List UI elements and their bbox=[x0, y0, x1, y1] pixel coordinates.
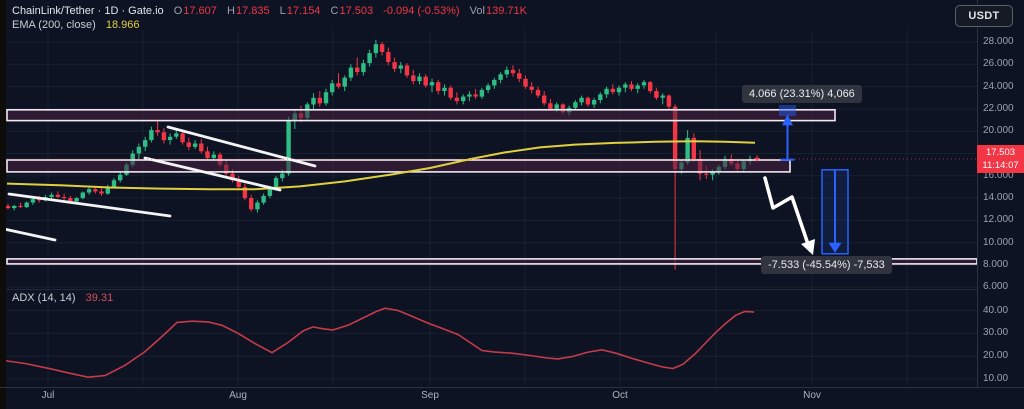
ema-indicator-label: EMA (200, close) bbox=[12, 19, 96, 31]
adx-indicator-value: 39.31 bbox=[85, 292, 114, 304]
change-value: -0.094 (-0.53%) bbox=[383, 5, 460, 17]
ema-legend[interactable]: EMA (200, close) 18.966 bbox=[12, 19, 139, 31]
open-value: 17.607 bbox=[183, 5, 217, 17]
price-axis-label: 14.000 bbox=[983, 192, 1014, 203]
adx-axis-label: 40.00 bbox=[983, 305, 1009, 316]
price-axis-label: 10.000 bbox=[983, 237, 1014, 248]
adx-axis-label: 30.00 bbox=[983, 327, 1009, 338]
close-value: 17.503 bbox=[339, 5, 374, 17]
low-value: 17.154 bbox=[286, 5, 321, 17]
volume-value: 139.71K bbox=[485, 5, 527, 17]
left-edge-strip bbox=[0, 0, 6, 409]
time-axis-label: Jul bbox=[41, 390, 55, 401]
time-axis-label: Oct bbox=[612, 390, 628, 401]
price-axis-label: 24.000 bbox=[983, 81, 1014, 92]
price-axis-separator bbox=[977, 0, 978, 387]
symbol-title[interactable]: ChainLink/Tether · 1D · Gate.io bbox=[12, 5, 164, 17]
price-axis-label: 6.000 bbox=[983, 281, 1009, 292]
adx-axis-label: 10.00 bbox=[983, 373, 1009, 384]
down-measure-label[interactable]: -7.533 (-45.54%) -7,533 bbox=[761, 256, 892, 274]
low-label: L bbox=[279, 5, 286, 17]
adx-indicator-label: ADX (14, 14) bbox=[12, 292, 76, 304]
pane-separator[interactable] bbox=[6, 289, 977, 290]
ema-indicator-value: 18.966 bbox=[105, 19, 140, 31]
price-axis-label: 22.000 bbox=[983, 103, 1014, 114]
price-axis-label: 8.000 bbox=[983, 259, 1009, 270]
time-axis-label: Nov bbox=[803, 390, 821, 401]
open-label: O bbox=[173, 5, 183, 17]
price-axis-label: 28.000 bbox=[983, 36, 1014, 47]
price-axis-label: 20.000 bbox=[983, 125, 1014, 136]
bar-countdown: 11:14:07 bbox=[982, 160, 1019, 171]
close-label: C bbox=[330, 5, 339, 17]
up-measure-label[interactable]: 4.066 (23.31%) 4,066 bbox=[742, 85, 862, 103]
time-axis-label: Aug bbox=[229, 390, 247, 401]
adx-axis-label: 20.00 bbox=[983, 350, 1009, 361]
high-label: H bbox=[226, 5, 235, 17]
chart-legend[interactable]: ChainLink/Tether · 1D · Gate.io O17.607 … bbox=[12, 5, 527, 17]
time-axis-label: Sep bbox=[421, 390, 439, 401]
current-price-tag: 17.503 11:14:07 bbox=[977, 145, 1024, 173]
price-axis-label: 16.000 bbox=[983, 170, 1014, 181]
time-axis[interactable]: Jul Aug Sep Oct Nov bbox=[0, 390, 1024, 406]
price-axis[interactable]: 28.00026.00024.00022.00020.00018.00016.0… bbox=[977, 0, 1024, 387]
currency-toggle-button[interactable]: USDT bbox=[955, 5, 1013, 27]
price-axis-label: 26.000 bbox=[983, 58, 1014, 69]
high-value: 17.835 bbox=[235, 5, 270, 17]
time-axis-separator bbox=[0, 387, 1024, 388]
current-price-value: 17.503 bbox=[985, 147, 1016, 158]
volume-label: Vol bbox=[469, 5, 485, 17]
price-axis-label: 12.000 bbox=[983, 214, 1014, 225]
adx-legend[interactable]: ADX (14, 14) 39.31 bbox=[12, 292, 113, 304]
